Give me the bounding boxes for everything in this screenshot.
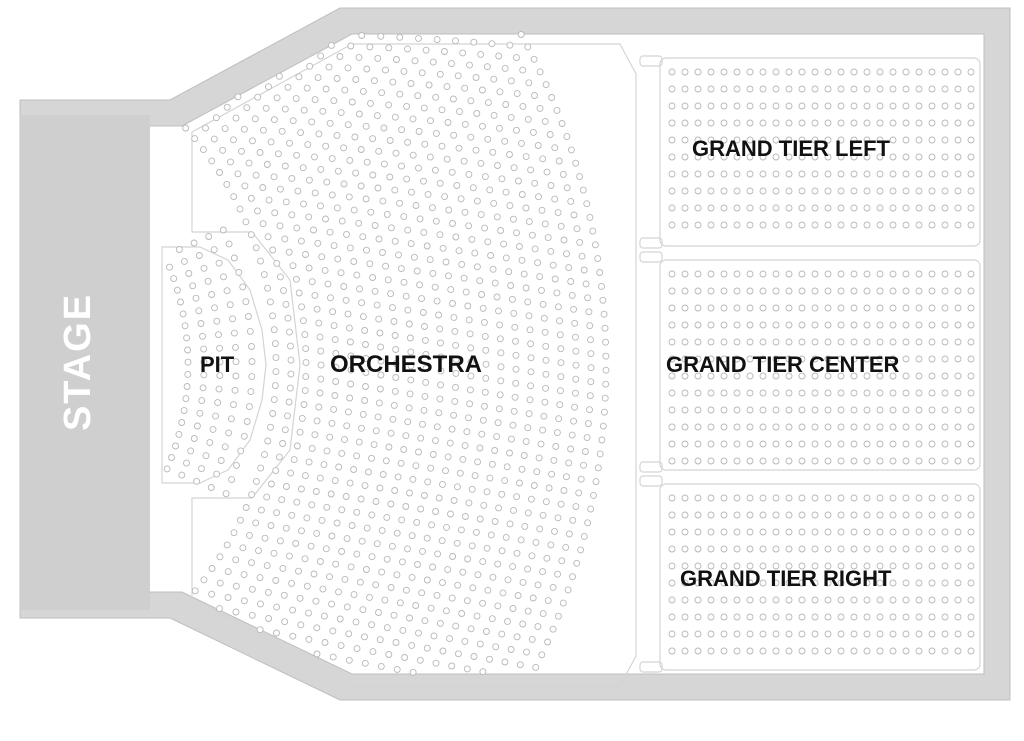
stage-label: STAGE <box>57 293 99 431</box>
grand-tier-right-label: GRAND TIER RIGHT <box>680 566 892 591</box>
pit-label: PIT <box>200 352 235 377</box>
aisle-notch <box>640 462 662 472</box>
aisle-notch <box>640 252 662 262</box>
aisle-notch <box>640 662 662 672</box>
grand-tier-center-label: GRAND TIER CENTER <box>666 352 900 377</box>
seating-chart: STAGE PIT ORCHESTRA GRAND TIER LEFT GRAND TI… <box>0 0 1024 741</box>
aisle-notch <box>640 476 662 486</box>
orchestra-label: ORCHESTRA <box>330 351 482 378</box>
aisle-notch <box>640 56 662 66</box>
aisle-notch <box>640 238 662 248</box>
grand-tier-left-label: GRAND TIER LEFT <box>692 136 891 161</box>
